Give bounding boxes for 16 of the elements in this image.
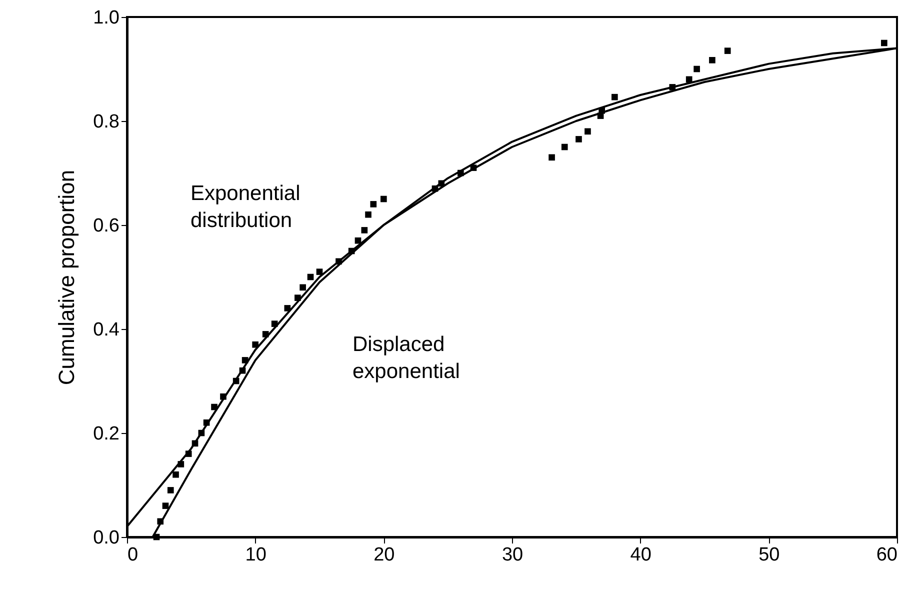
x-tick-label: 40 bbox=[630, 544, 652, 566]
x-tick-label: 30 bbox=[502, 544, 524, 566]
y-tick-label: 0.8 bbox=[93, 112, 120, 132]
x-tick-label: 60 bbox=[876, 544, 898, 566]
y-tick-label: 0.6 bbox=[93, 216, 120, 236]
y-tick-label: 0.2 bbox=[93, 424, 120, 444]
x-tick-label: 0 bbox=[128, 544, 138, 566]
x-tick-label: 50 bbox=[758, 544, 780, 566]
y-tick-label: 0.4 bbox=[93, 320, 120, 340]
y-axis-title: Cumulative proportion bbox=[54, 170, 80, 386]
x-tick-label: 20 bbox=[374, 544, 395, 566]
y-tick-label: 1.0 bbox=[93, 8, 120, 28]
x-tick-label: 10 bbox=[245, 544, 266, 566]
text: Displaced exponential bbox=[352, 333, 460, 384]
y-tick-label: 0.0 bbox=[93, 528, 120, 548]
text: Exponential distribution bbox=[190, 182, 300, 232]
